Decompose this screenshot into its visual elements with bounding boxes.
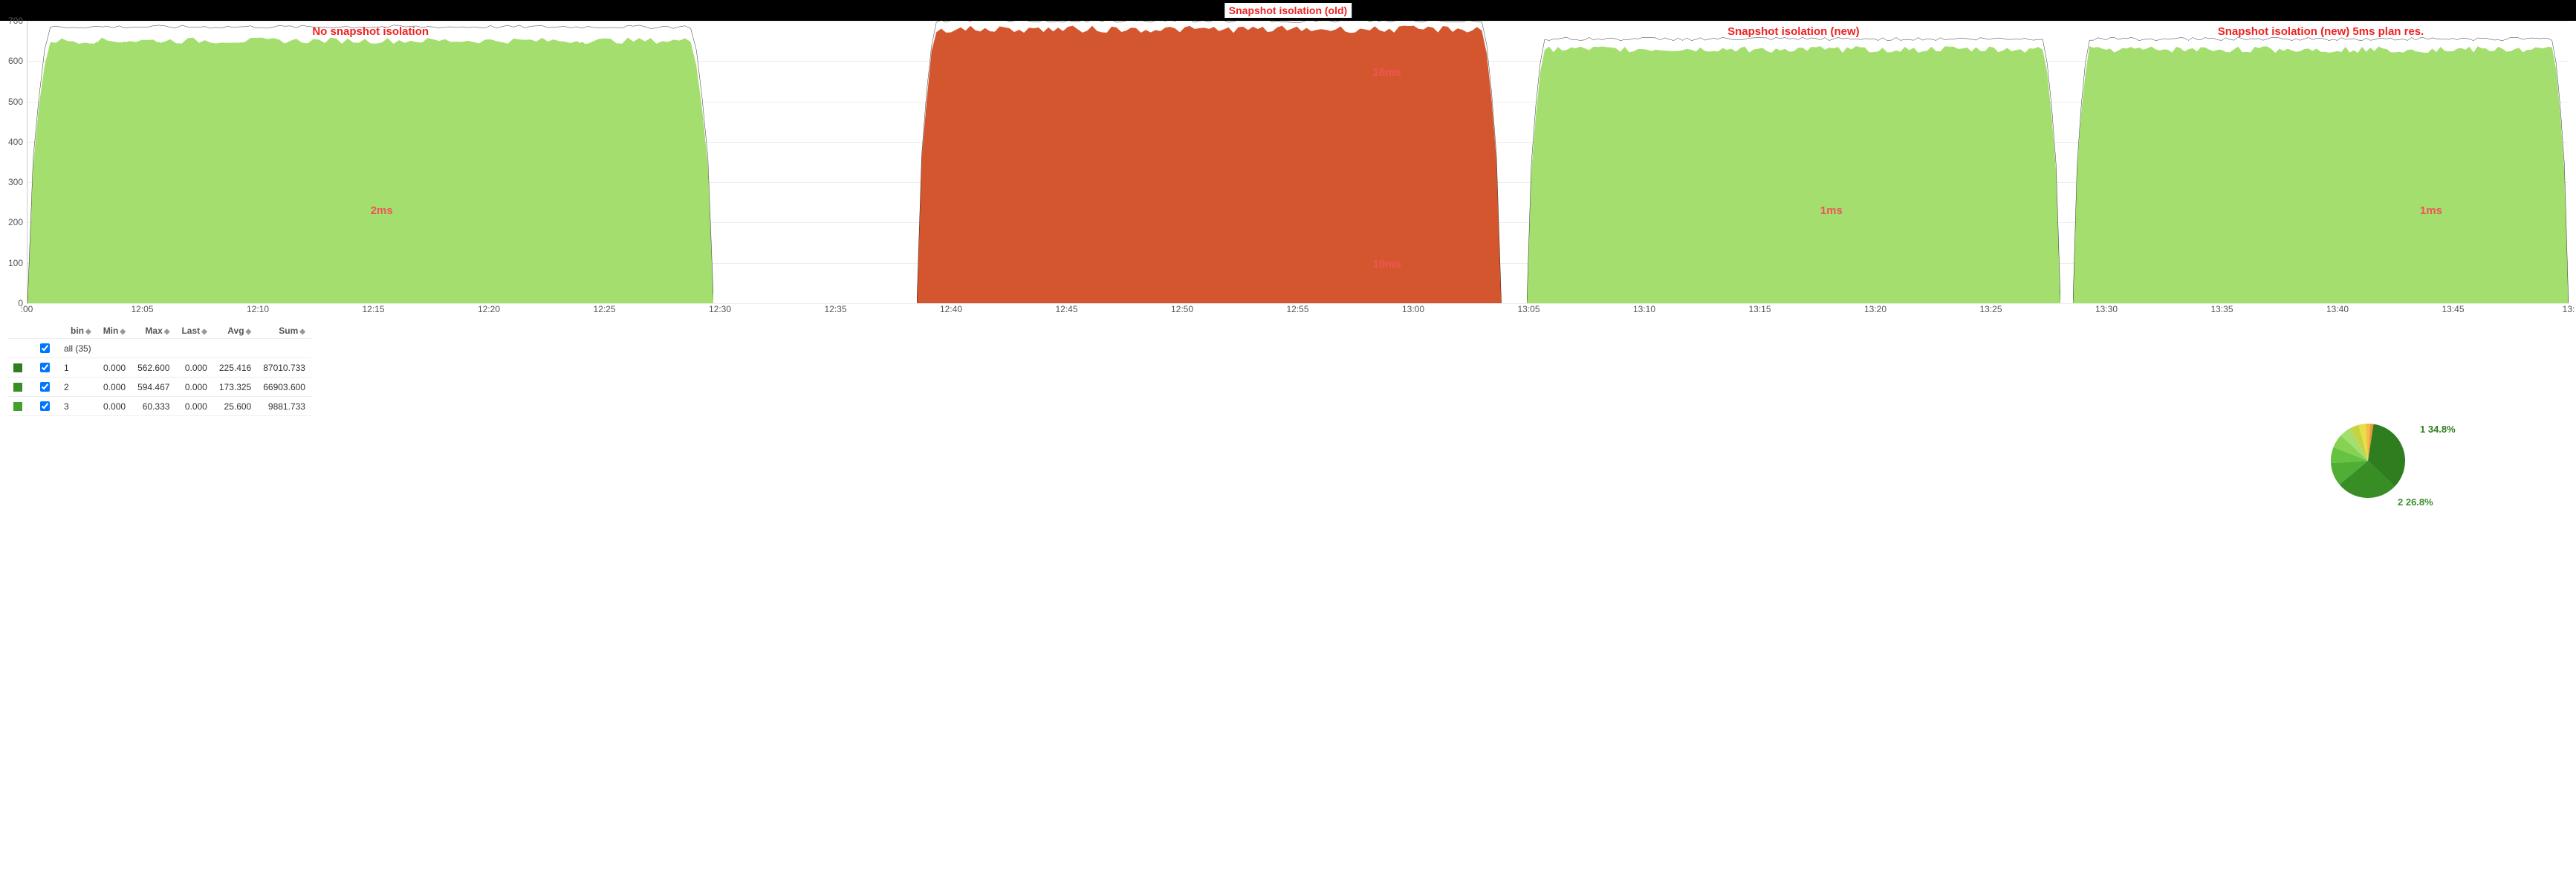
x-axis-label: :00 — [21, 304, 33, 314]
legend-toggle[interactable] — [40, 363, 50, 372]
legend-col-header[interactable]: Sum◆ — [257, 323, 311, 339]
header-title: Snapshot isolation (old) — [1224, 3, 1352, 18]
legend-sum: 9881.733 — [257, 397, 311, 416]
legend-max: 562.600 — [132, 358, 175, 378]
y-axis-label: 300 — [8, 177, 27, 187]
legend-col-header[interactable]: Max◆ — [132, 323, 175, 339]
y-axis-label: 600 — [8, 56, 27, 66]
y-axis-label: 100 — [8, 258, 27, 268]
legend-row[interactable]: 30.00060.3330.00025.6009881.733 — [7, 397, 311, 416]
legend-color-chip — [13, 383, 22, 392]
x-axis-label: 12:05 — [131, 304, 153, 314]
x-axis-label: 12:20 — [478, 304, 500, 314]
x-axis-label: 13:25 — [1979, 304, 2002, 314]
legend-col-header[interactable]: Avg◆ — [213, 323, 257, 339]
legend-max: 60.333 — [132, 397, 175, 416]
chart-region-r4[interactable]: Snapshot isolation (new) 5ms plan res.1m… — [2073, 21, 2569, 303]
legend-toggle-all[interactable] — [40, 343, 50, 353]
legend-bin: 3 — [58, 397, 97, 416]
legend-toggle[interactable] — [40, 382, 50, 392]
legend-sum: 66903.600 — [257, 378, 311, 397]
chart-region-r1[interactable]: No snapshot isolation2ms — [27, 21, 713, 303]
legend-all-label: all (35) — [58, 339, 97, 358]
legend-col-header[interactable]: Min◆ — [97, 323, 132, 339]
legend-toggle[interactable] — [40, 401, 50, 411]
legend-bin: 1 — [58, 358, 97, 378]
x-axis-label: 13:30 — [2095, 304, 2118, 314]
pie-slice-label: 1 34.8% — [2420, 424, 2456, 435]
legend-min: 0.000 — [97, 397, 132, 416]
legend-avg: 225.416 — [213, 358, 257, 378]
legend-last: 0.000 — [175, 358, 212, 378]
x-axis-label: 13:20 — [1864, 304, 1886, 314]
x-axis-label: 13:45 — [2442, 304, 2464, 314]
legend-color-chip — [13, 363, 22, 372]
x-axis-label: 12:10 — [247, 304, 269, 314]
legend-bin: 2 — [58, 378, 97, 397]
latency-histogram-chart[interactable]: 0100200300400500600700No snapshot isolat… — [27, 21, 2569, 304]
x-axis-label: 12:50 — [1171, 304, 1193, 314]
x-axis-label: 12:45 — [1055, 304, 1077, 314]
x-axis-label: 13:40 — [2326, 304, 2349, 314]
x-axis-label: 12:35 — [824, 304, 846, 314]
legend-row[interactable]: 20.000594.4670.000173.32566903.600 — [7, 378, 311, 397]
legend-max: 594.467 — [132, 378, 175, 397]
x-axis-label: 13:10 — [1633, 304, 1655, 314]
header-bar: Snapshot isolation (old) — [0, 0, 2576, 21]
legend-color-chip — [13, 402, 22, 411]
legend-table: bin◆Min◆Max◆Last◆Avg◆Sum◆all (35)10.0005… — [7, 323, 2576, 416]
distribution-pie-chart[interactable]: 1 34.8% 2 26.8% — [2323, 416, 2517, 505]
x-axis-label: 13:15 — [1748, 304, 1771, 314]
legend-col-header[interactable]: bin◆ — [58, 323, 97, 339]
y-axis-label: 200 — [8, 217, 27, 227]
x-axis-ticks: :0012:0512:1012:1512:2012:2512:3012:3512… — [27, 304, 2569, 317]
x-axis-label: 13:00 — [1402, 304, 1424, 314]
legend-avg: 25.600 — [213, 397, 257, 416]
legend-row[interactable]: 10.000562.6000.000225.41687010.733 — [7, 358, 311, 378]
chart-region-r3[interactable]: Snapshot isolation (new)1ms — [1527, 21, 2060, 303]
x-axis-label: 13:05 — [1517, 304, 1540, 314]
y-axis-label: 700 — [8, 16, 27, 26]
y-axis-label: 400 — [8, 137, 27, 147]
x-axis-label: 12:30 — [709, 304, 731, 314]
x-axis-label: 12:25 — [593, 304, 615, 314]
x-axis-label: 12:40 — [940, 304, 962, 314]
legend-sum: 87010.733 — [257, 358, 311, 378]
legend-last: 0.000 — [175, 397, 212, 416]
legend-min: 0.000 — [97, 378, 132, 397]
y-axis-label: 500 — [8, 97, 27, 107]
legend-avg: 173.325 — [213, 378, 257, 397]
legend-col-header[interactable]: Last◆ — [175, 323, 212, 339]
pie-slice-label: 2 26.8% — [2398, 496, 2433, 508]
x-axis-label: 12:55 — [1286, 304, 1308, 314]
chart-region-r2[interactable]: 16ms10ms — [917, 21, 1502, 303]
x-axis-label: 13: — [2563, 304, 2575, 314]
legend-min: 0.000 — [97, 358, 132, 378]
x-axis-label: 12:15 — [362, 304, 384, 314]
x-axis-label: 13:35 — [2210, 304, 2233, 314]
legend-last: 0.000 — [175, 378, 212, 397]
